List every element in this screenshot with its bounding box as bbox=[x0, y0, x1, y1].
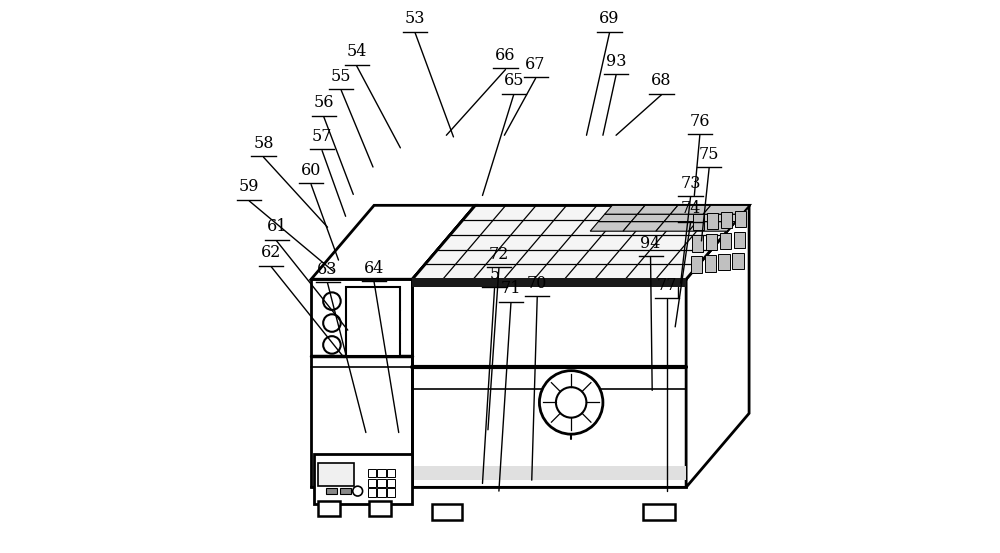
Polygon shape bbox=[590, 222, 631, 231]
Text: 77: 77 bbox=[657, 277, 677, 294]
Bar bbox=[318, 463, 354, 486]
Polygon shape bbox=[631, 214, 670, 222]
Text: 76: 76 bbox=[690, 113, 710, 130]
Polygon shape bbox=[623, 222, 664, 231]
Polygon shape bbox=[689, 222, 735, 231]
Polygon shape bbox=[718, 254, 730, 270]
Text: 75: 75 bbox=[699, 145, 719, 163]
Polygon shape bbox=[691, 256, 702, 273]
Polygon shape bbox=[732, 253, 744, 269]
Polygon shape bbox=[705, 255, 716, 272]
Polygon shape bbox=[670, 205, 711, 214]
Circle shape bbox=[323, 336, 341, 354]
Bar bbox=[387, 488, 395, 497]
Text: 71: 71 bbox=[501, 280, 521, 298]
Bar bbox=[377, 478, 386, 487]
Text: 73: 73 bbox=[680, 175, 701, 192]
Polygon shape bbox=[412, 205, 749, 279]
Text: 94: 94 bbox=[640, 235, 661, 252]
Polygon shape bbox=[703, 205, 749, 214]
Text: 70: 70 bbox=[527, 275, 547, 292]
Text: 63: 63 bbox=[317, 260, 338, 278]
Polygon shape bbox=[412, 279, 686, 487]
Bar bbox=[643, 504, 675, 520]
Text: 54: 54 bbox=[346, 43, 367, 60]
Bar bbox=[314, 455, 412, 504]
Polygon shape bbox=[311, 279, 412, 487]
Polygon shape bbox=[697, 214, 742, 222]
Bar bbox=[432, 504, 462, 520]
Text: 61: 61 bbox=[266, 218, 287, 236]
Bar bbox=[368, 468, 376, 477]
Polygon shape bbox=[412, 205, 475, 487]
Bar bbox=[326, 488, 337, 494]
Text: 5: 5 bbox=[489, 266, 500, 283]
Bar bbox=[346, 288, 400, 356]
Circle shape bbox=[323, 293, 341, 310]
Polygon shape bbox=[721, 212, 732, 228]
Polygon shape bbox=[686, 205, 749, 487]
Polygon shape bbox=[656, 222, 697, 231]
Text: 93: 93 bbox=[606, 53, 626, 70]
Polygon shape bbox=[720, 233, 731, 249]
Bar bbox=[412, 467, 686, 480]
Circle shape bbox=[556, 387, 586, 418]
Polygon shape bbox=[605, 205, 645, 214]
Circle shape bbox=[353, 486, 363, 496]
Text: 66: 66 bbox=[495, 47, 516, 64]
Bar bbox=[387, 468, 395, 477]
Text: 64: 64 bbox=[364, 259, 384, 276]
Bar bbox=[412, 278, 686, 288]
Text: 68: 68 bbox=[651, 72, 672, 89]
Text: 55: 55 bbox=[331, 68, 351, 85]
Bar bbox=[369, 501, 391, 517]
Polygon shape bbox=[707, 213, 718, 229]
Text: 69: 69 bbox=[599, 11, 620, 28]
Bar bbox=[387, 478, 395, 487]
Bar bbox=[368, 478, 376, 487]
Text: 53: 53 bbox=[405, 11, 425, 28]
Polygon shape bbox=[311, 205, 475, 279]
Polygon shape bbox=[706, 234, 717, 251]
Text: 60: 60 bbox=[301, 162, 321, 179]
Circle shape bbox=[323, 314, 341, 332]
Text: 59: 59 bbox=[239, 179, 260, 195]
Polygon shape bbox=[735, 211, 746, 227]
Bar bbox=[377, 488, 386, 497]
Text: 67: 67 bbox=[525, 56, 546, 73]
Bar bbox=[377, 468, 386, 477]
Polygon shape bbox=[693, 214, 704, 231]
Text: 56: 56 bbox=[313, 94, 334, 111]
Circle shape bbox=[539, 371, 603, 434]
Text: 58: 58 bbox=[253, 135, 274, 152]
Text: 72: 72 bbox=[489, 246, 509, 263]
Bar bbox=[340, 488, 351, 494]
Polygon shape bbox=[638, 205, 678, 214]
Bar bbox=[318, 501, 340, 517]
Text: 62: 62 bbox=[261, 244, 281, 261]
Text: 65: 65 bbox=[503, 72, 524, 89]
Text: 74: 74 bbox=[680, 200, 701, 217]
Polygon shape bbox=[692, 235, 703, 252]
Polygon shape bbox=[734, 232, 745, 248]
Polygon shape bbox=[664, 214, 703, 222]
Polygon shape bbox=[598, 214, 638, 222]
Text: 57: 57 bbox=[312, 128, 332, 145]
Bar bbox=[368, 488, 376, 497]
Polygon shape bbox=[412, 205, 749, 279]
